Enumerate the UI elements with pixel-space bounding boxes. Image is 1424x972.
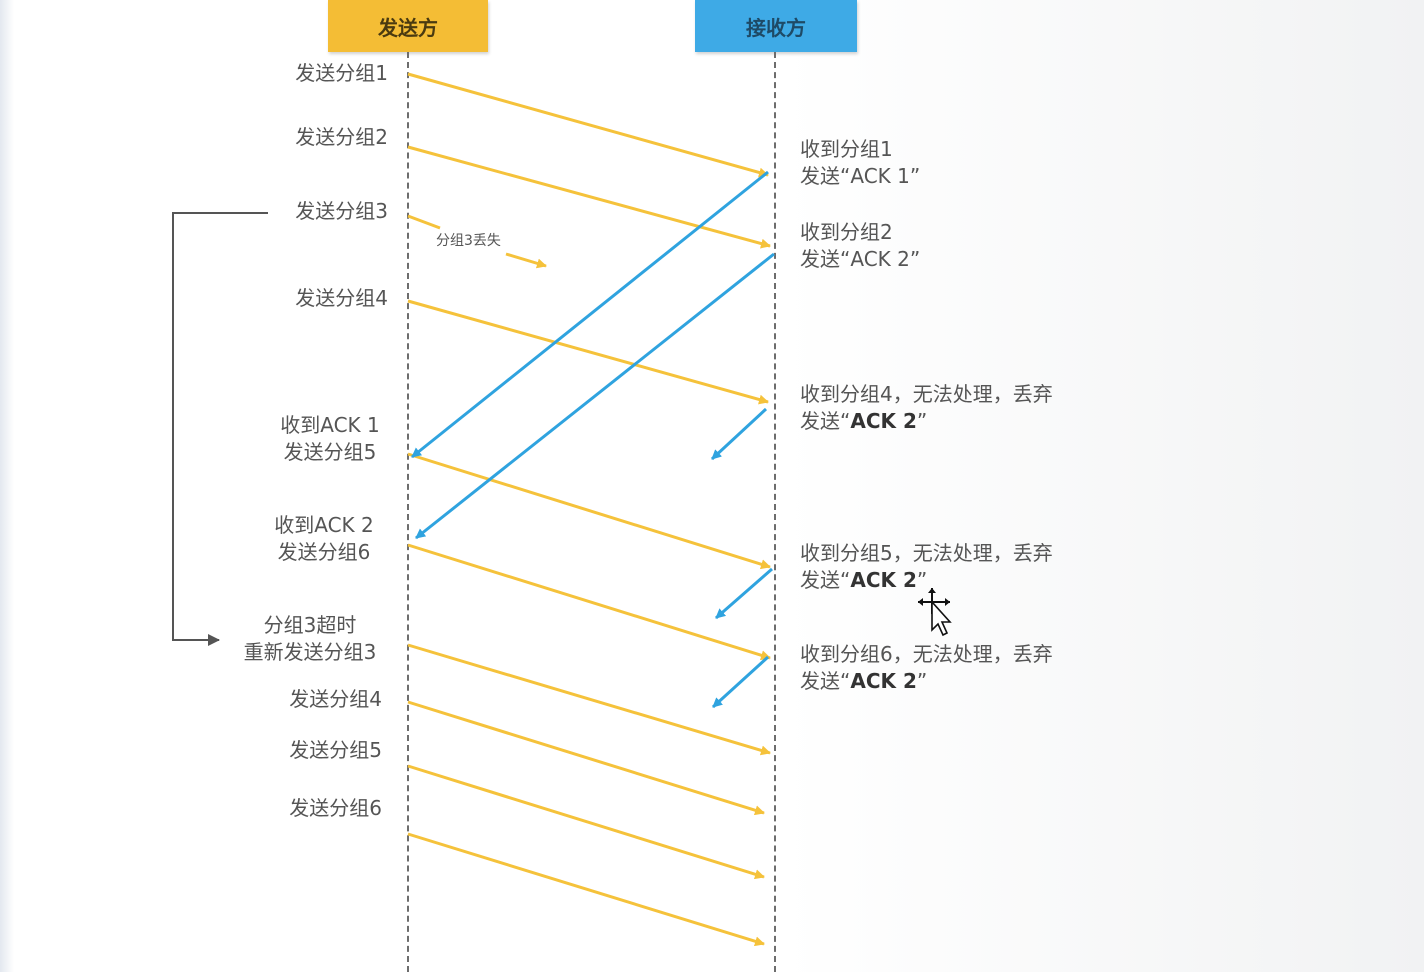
ack2-received-text: 收到ACK 2 bbox=[274, 513, 374, 537]
timeout-text: 分组3超时 bbox=[263, 613, 357, 637]
r5-send-ack: 发送“ACK 2” bbox=[800, 567, 1053, 594]
data-arrow-resend4 bbox=[407, 700, 765, 816]
r2-received-text: 收到分组2 bbox=[800, 220, 893, 244]
sender-label-resend4: 发送分组4 bbox=[289, 687, 382, 711]
data-arrow-packet5 bbox=[407, 452, 771, 570]
r1-send-prefix: 发送“ bbox=[800, 164, 851, 188]
r6-send-ack: 发送“ACK 2” bbox=[800, 668, 1053, 695]
r5-send-prefix: 发送“ bbox=[800, 568, 851, 592]
data-arrow-resend3 bbox=[407, 643, 771, 756]
ack-arrow-dup3 bbox=[711, 655, 770, 709]
send6-text: 发送分组6 bbox=[277, 540, 371, 564]
receiver-label-r2: 收到分组2 发送“ACK 2” bbox=[800, 219, 920, 273]
receiver-label-r1: 收到分组1 发送“ACK 1” bbox=[800, 136, 920, 190]
packet3-lost-label: 分组3丢失 bbox=[436, 233, 501, 249]
ack-arrow-ack1 bbox=[411, 170, 769, 459]
r6-ack-value: ACK 2 bbox=[850, 669, 917, 693]
sender-label-send4: 发送分组4 bbox=[295, 286, 388, 310]
receiver-label-r4: 收到分组4，无法处理，丢弃 发送“ACK 2” bbox=[800, 381, 1053, 435]
receiver-label-r5: 收到分组5，无法处理，丢弃 发送“ACK 2” bbox=[800, 540, 1053, 594]
r1-send-suffix: ” bbox=[909, 164, 921, 188]
ack1-received-text: 收到ACK 1 bbox=[280, 413, 380, 437]
r2-ack-value: ACK 2 bbox=[850, 247, 910, 271]
sender-lifeline bbox=[407, 52, 409, 972]
r2-send-ack: 发送“ACK 2” bbox=[800, 246, 920, 273]
ack-arrow-dup2 bbox=[715, 567, 773, 620]
r2-send-prefix: 发送“ bbox=[800, 247, 851, 271]
sender-label-send2: 发送分组2 bbox=[295, 125, 388, 149]
data-arrow-packet3-lost bbox=[505, 252, 547, 269]
r4-received-text: 收到分组4，无法处理，丢弃 bbox=[800, 382, 1053, 406]
move-cursor-icon bbox=[918, 588, 952, 637]
receiver-header: 接收方 bbox=[695, 0, 857, 52]
send5-text: 发送分组5 bbox=[283, 440, 377, 464]
receiver-lifeline bbox=[774, 52, 776, 972]
data-arrow-resend6 bbox=[407, 832, 765, 947]
r4-send-prefix: 发送“ bbox=[800, 409, 851, 433]
resend3-text: 重新发送分组3 bbox=[243, 640, 377, 664]
r6-send-prefix: 发送“ bbox=[800, 669, 851, 693]
ack-arrow-ack2 bbox=[415, 252, 775, 540]
r4-ack-value: ACK 2 bbox=[850, 409, 917, 433]
timeout-bracket bbox=[172, 212, 268, 646]
sender-label-ack2: 收到ACK 2 发送分组6 bbox=[262, 512, 386, 566]
sender-label-resend5: 发送分组5 bbox=[289, 738, 382, 762]
data-arrow-packet4 bbox=[407, 299, 769, 405]
sender-header: 发送方 bbox=[328, 0, 488, 52]
data-arrow-packet2 bbox=[407, 145, 771, 249]
left-edge-shade bbox=[0, 0, 14, 972]
ack-arrow-dup1 bbox=[710, 407, 768, 461]
sender-label-resend6: 发送分组6 bbox=[289, 796, 382, 820]
data-arrow-resend5 bbox=[407, 764, 765, 880]
sender-label-send1: 发送分组1 bbox=[295, 61, 388, 85]
r2-send-suffix: ” bbox=[909, 247, 921, 271]
sender-label-ack1: 收到ACK 1 发送分组5 bbox=[268, 412, 392, 466]
r5-ack-value: ACK 2 bbox=[850, 568, 917, 592]
sender-label-send3: 发送分组3 bbox=[295, 199, 388, 223]
receiver-label-r6: 收到分组6，无法处理，丢弃 发送“ACK 2” bbox=[800, 641, 1053, 695]
r5-send-suffix: ” bbox=[916, 568, 928, 592]
r4-send-ack: 发送“ACK 2” bbox=[800, 408, 1053, 435]
r5-received-text: 收到分组5，无法处理，丢弃 bbox=[800, 541, 1053, 565]
r4-send-suffix: ” bbox=[916, 409, 928, 433]
r1-send-ack: 发送“ACK 1” bbox=[800, 163, 920, 190]
r6-received-text: 收到分组6，无法处理，丢弃 bbox=[800, 642, 1053, 666]
data-arrow-packet3-part1 bbox=[407, 214, 441, 230]
sender-label-timeout: 分组3超时 重新发送分组3 bbox=[232, 612, 388, 666]
data-arrow-packet1 bbox=[407, 72, 769, 178]
r1-ack-value: ACK 1 bbox=[850, 164, 910, 188]
r1-received-text: 收到分组1 bbox=[800, 137, 893, 161]
r6-send-suffix: ” bbox=[916, 669, 928, 693]
data-arrow-packet6 bbox=[407, 543, 771, 661]
